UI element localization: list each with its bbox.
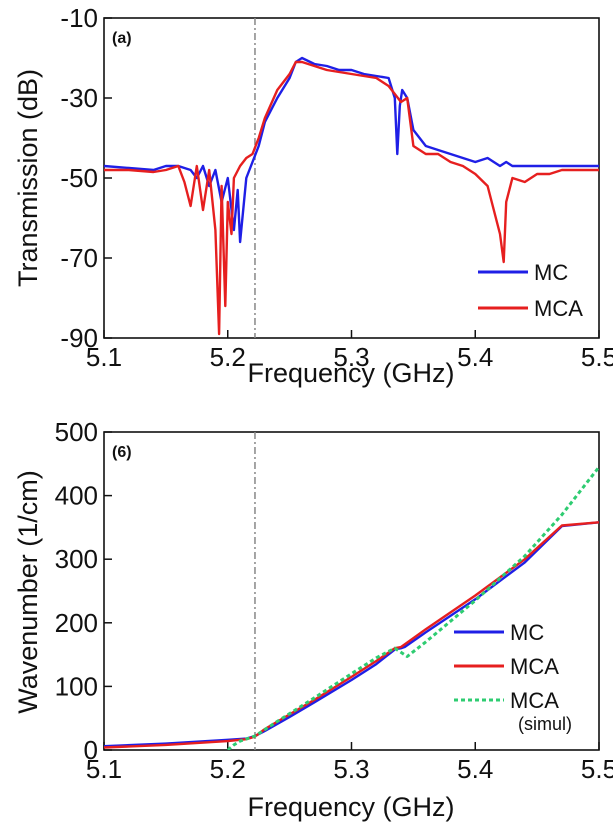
x-tick-label: 5.1 [86, 342, 122, 372]
panel-label-a: (a) [112, 30, 132, 47]
chart-panel-a: 5.1 5.2 5.3 5.4 5.5 -10 -30 -50 -70 -90 (a) Frequ… [13, 3, 613, 388]
y-tick-label: -50 [60, 163, 98, 193]
x-tick-label: 5.4 [457, 342, 493, 372]
x-tick-label: 5.1 [86, 754, 122, 784]
legend-label-simul-sub-b: (simul) [518, 714, 572, 734]
series-line-mca-simul-b [226, 466, 599, 750]
x-tick-label: 5.3 [333, 754, 369, 784]
y-tick-label: 400 [55, 481, 98, 511]
y-tick-label: -90 [60, 323, 98, 353]
y-tick-label: 100 [55, 671, 98, 701]
y-tick-label: 300 [55, 544, 98, 574]
legend-label-mca-simul-b: MCA [510, 688, 559, 713]
series-line-mca-a [104, 60, 599, 336]
legend-label-mca-b: MCA [510, 654, 559, 679]
x-tick-label: 5.4 [457, 754, 493, 784]
y-tick-label: 0 [84, 735, 98, 765]
x-tick-label: 5.5 [581, 754, 613, 784]
legend-label-mc-b: MC [510, 620, 544, 645]
x-tick-label: 5.5 [581, 342, 613, 372]
y-axis-label-b: Wavenumber (1/cm) [13, 470, 43, 714]
y-tick-label: -30 [60, 83, 98, 113]
x-tick-label: 5.3 [333, 342, 369, 372]
y-tick-label: -10 [60, 3, 98, 33]
x-tick-label: 5.2 [210, 342, 246, 372]
panel-label-b: (6) [112, 444, 132, 461]
plot-frame-a [103, 17, 600, 339]
y-tick-label: -70 [60, 243, 98, 273]
series-line-mc-a [104, 56, 599, 244]
legend-b: MC MCA MCA (simul) [454, 620, 572, 734]
legend-a: MC MCA [478, 260, 583, 321]
y-axis-label-a: Transmission (dB) [13, 69, 43, 287]
legend-label-mc-a: MC [534, 260, 568, 285]
x-axis-label-a: Frequency (GHz) [247, 358, 454, 388]
legend-label-mca-a: MCA [534, 296, 583, 321]
y-tick-label: 500 [55, 417, 98, 447]
y-tick-label: 200 [55, 608, 98, 638]
x-tick-label: 5.2 [210, 754, 246, 784]
x-axis-label-b: Frequency (GHz) [247, 792, 454, 822]
series-line-mca-b [104, 521, 599, 749]
chart-panel-b: 5.1 5.2 5.3 5.4 5.5 500 400 300 200 100 0 (6) Freq… [13, 417, 613, 822]
